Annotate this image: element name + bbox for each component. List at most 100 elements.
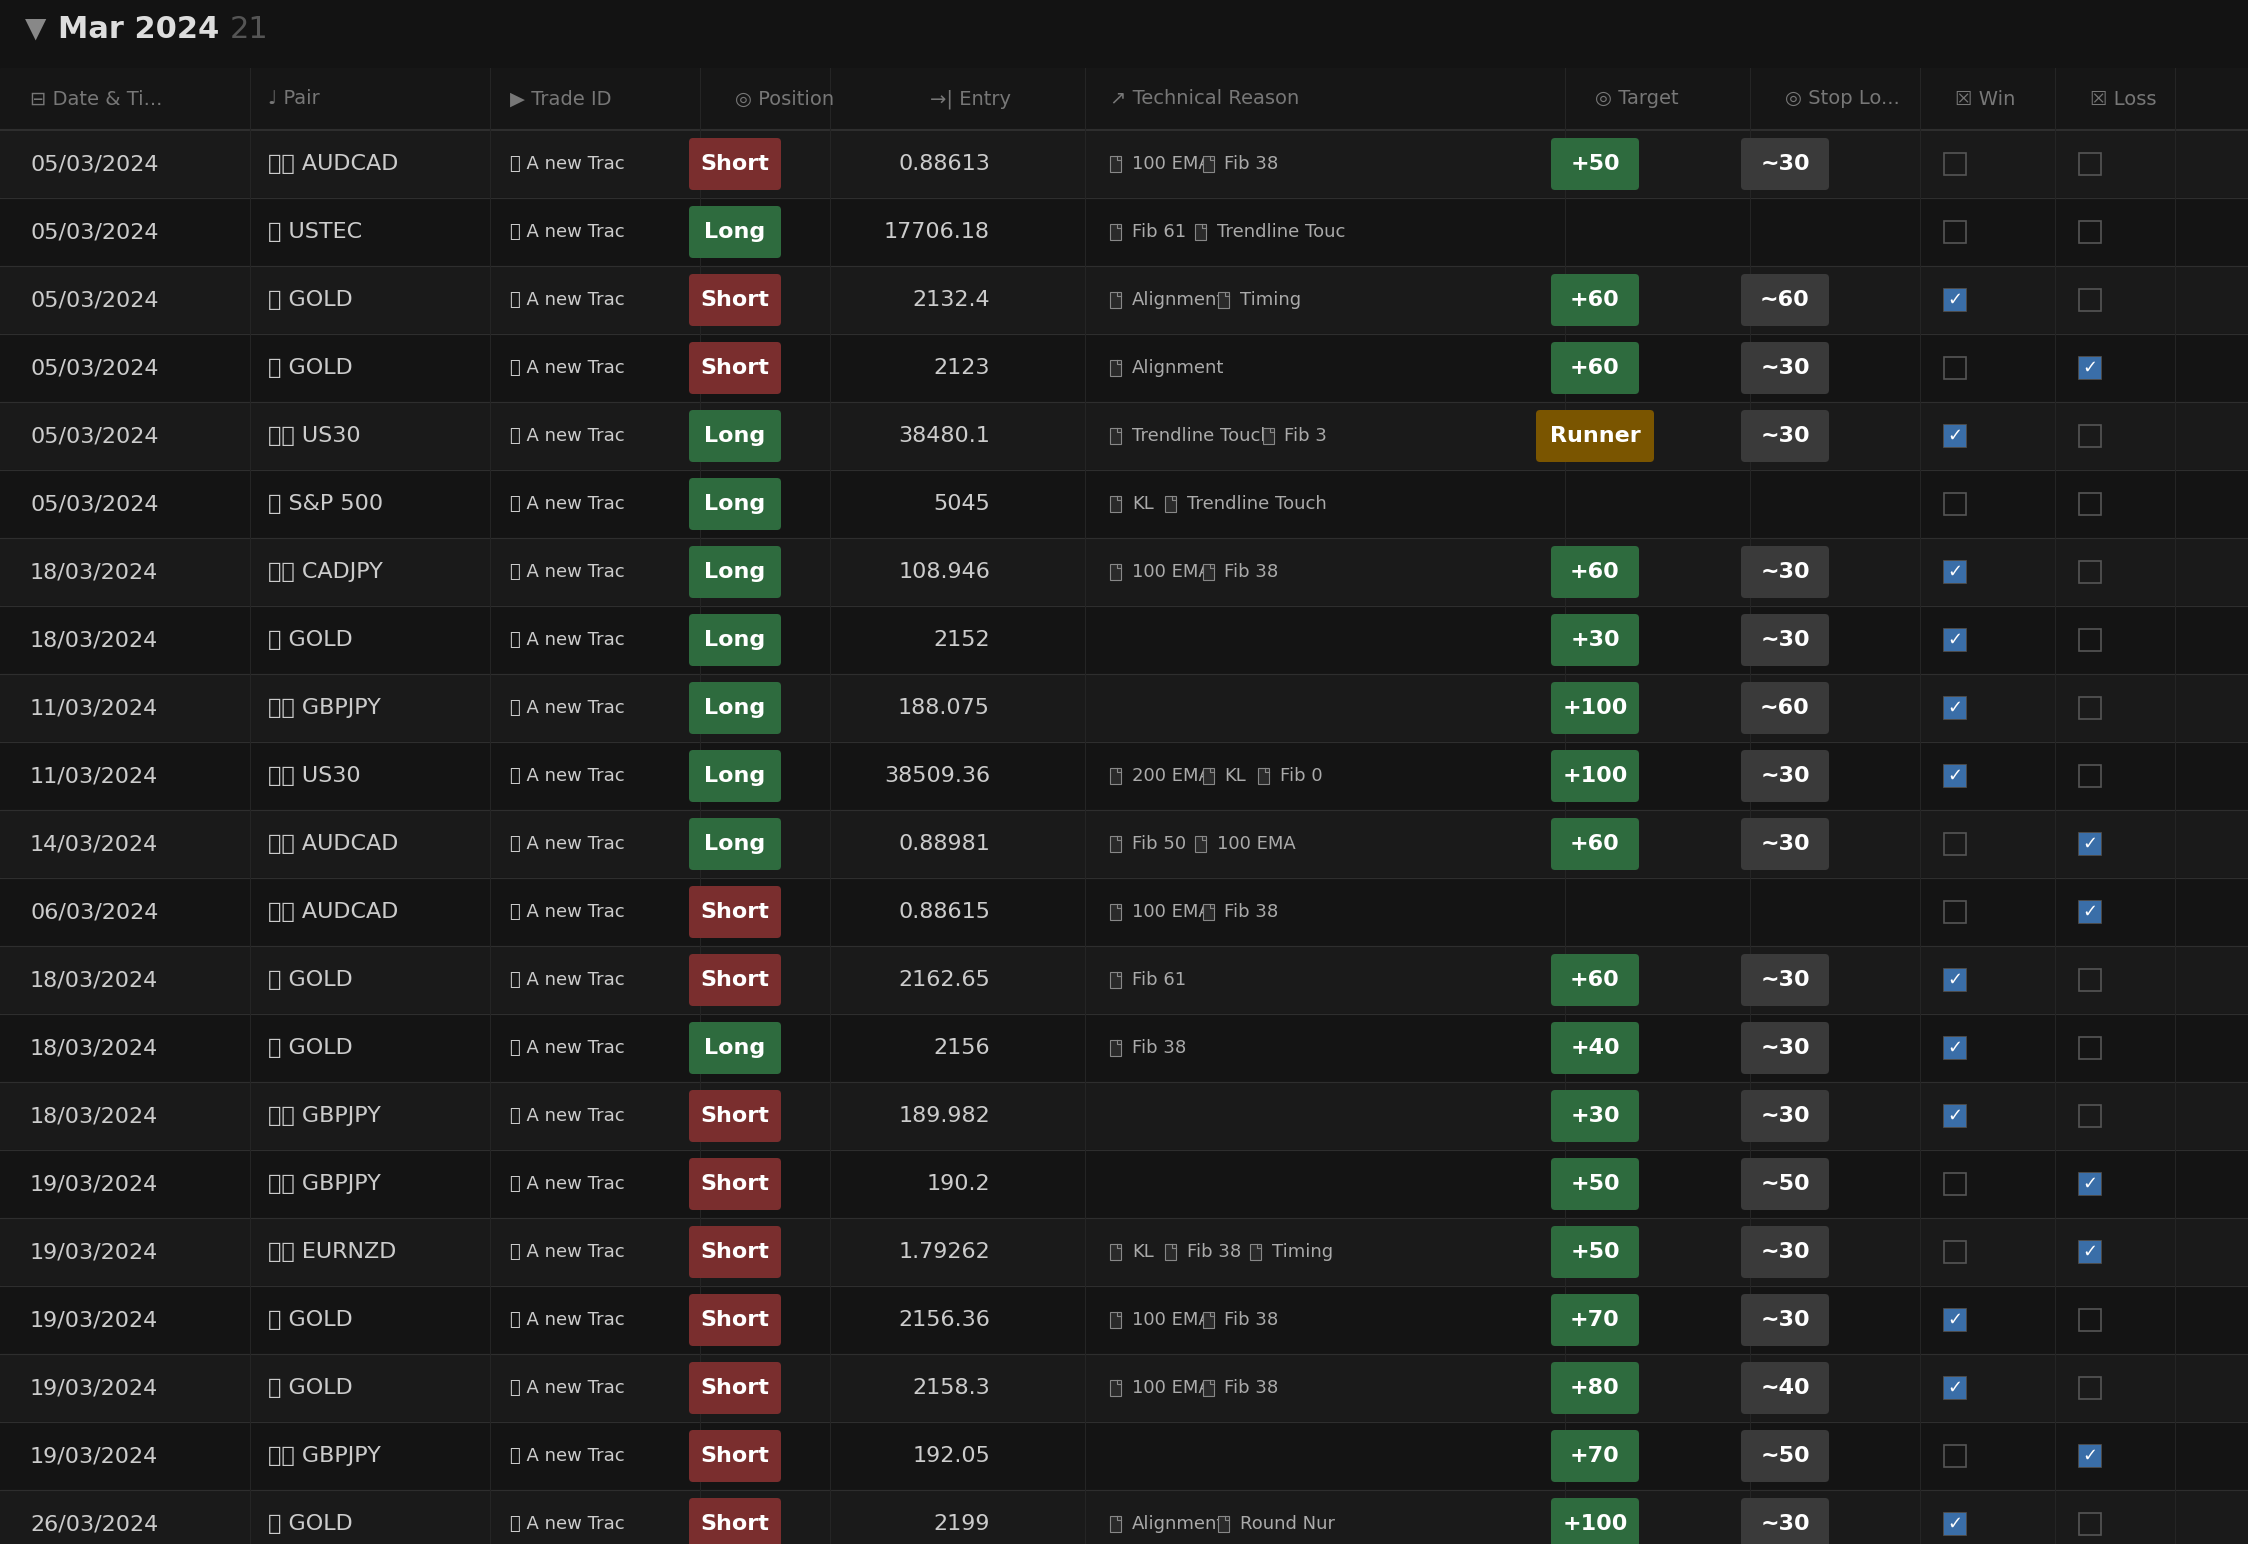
Text: +30: +30 [1569, 1106, 1621, 1126]
Bar [0, 1490, 2248, 1544]
Text: 05/03/2024: 05/03/2024 [29, 494, 160, 514]
Text: Runner: Runner [1549, 426, 1641, 446]
Text: 📊 A new Trac: 📊 A new Trac [510, 290, 625, 309]
Text: 19/03/2024: 19/03/2024 [29, 1241, 157, 1261]
FancyBboxPatch shape [2079, 834, 2102, 855]
Text: ◎ Target: ◎ Target [1596, 90, 1679, 108]
Text: ✓: ✓ [1947, 290, 1963, 309]
Text: 38480.1: 38480.1 [899, 426, 989, 446]
FancyBboxPatch shape [1551, 1362, 1639, 1414]
Text: 🇯🇵 GBPJPY: 🇯🇵 GBPJPY [268, 1173, 380, 1194]
FancyBboxPatch shape [1111, 428, 1122, 445]
Text: 188.075: 188.075 [897, 698, 989, 718]
FancyBboxPatch shape [1740, 818, 1830, 869]
Text: 05/03/2024: 05/03/2024 [29, 290, 160, 310]
Text: 🌑 GOLD: 🌑 GOLD [268, 1309, 353, 1329]
FancyBboxPatch shape [1740, 1362, 1830, 1414]
Bar [0, 946, 2248, 1014]
FancyBboxPatch shape [1551, 750, 1639, 801]
FancyBboxPatch shape [1740, 1158, 1830, 1210]
Text: Fib 38: Fib 38 [1133, 1039, 1187, 1058]
Bar [0, 68, 2248, 130]
FancyBboxPatch shape [688, 1430, 780, 1482]
Text: Short: Short [701, 1241, 769, 1261]
FancyBboxPatch shape [1740, 1090, 1830, 1143]
Text: 📊 A new Trac: 📊 A new Trac [510, 971, 625, 990]
FancyBboxPatch shape [688, 1294, 780, 1346]
FancyBboxPatch shape [1945, 970, 1967, 991]
FancyBboxPatch shape [1945, 696, 1967, 720]
FancyBboxPatch shape [1111, 903, 1122, 920]
Text: Short: Short [701, 902, 769, 922]
Text: 🌑 GOLD: 🌑 GOLD [268, 630, 353, 650]
Text: 🇯🇵 GBPJPY: 🇯🇵 GBPJPY [268, 1447, 380, 1465]
FancyBboxPatch shape [1945, 1513, 1967, 1535]
Text: ✓: ✓ [1947, 699, 1963, 716]
FancyBboxPatch shape [1551, 1498, 1639, 1544]
Text: Trendline Touc: Trendline Touc [1216, 222, 1344, 241]
FancyBboxPatch shape [688, 818, 780, 869]
Text: 📊 A new Trac: 📊 A new Trac [510, 1311, 625, 1329]
FancyBboxPatch shape [1740, 750, 1830, 801]
Text: 🇯🇵 GBPJPY: 🇯🇵 GBPJPY [268, 1106, 380, 1126]
Text: 2156.36: 2156.36 [899, 1309, 989, 1329]
FancyBboxPatch shape [1740, 682, 1830, 733]
FancyBboxPatch shape [1945, 764, 1967, 787]
Text: 📊 A new Trac: 📊 A new Trac [510, 767, 625, 784]
Text: 🇯🇵 CADJPY: 🇯🇵 CADJPY [268, 562, 382, 582]
Text: Fib 38: Fib 38 [1225, 564, 1279, 581]
Text: 05/03/2024: 05/03/2024 [29, 154, 160, 174]
Text: Fib 61: Fib 61 [1133, 222, 1187, 241]
Text: ~30: ~30 [1760, 834, 1810, 854]
Text: Long: Long [704, 766, 767, 786]
Bar [0, 1422, 2248, 1490]
Text: Round Nur: Round Nur [1239, 1515, 1335, 1533]
Text: 18/03/2024: 18/03/2024 [29, 630, 157, 650]
FancyBboxPatch shape [688, 750, 780, 801]
Text: 100 EMA: 100 EMA [1216, 835, 1295, 852]
FancyBboxPatch shape [1740, 954, 1830, 1007]
Bar [0, 537, 2248, 605]
FancyBboxPatch shape [1945, 1038, 1967, 1059]
Text: 🌑 GOLD: 🌑 GOLD [268, 1377, 353, 1397]
Text: ~30: ~30 [1760, 1309, 1810, 1329]
FancyBboxPatch shape [1196, 224, 1207, 239]
Text: ↗ Technical Reason: ↗ Technical Reason [1111, 90, 1299, 108]
Text: 0.88981: 0.88981 [899, 834, 989, 854]
FancyBboxPatch shape [1218, 1516, 1230, 1532]
Text: 19/03/2024: 19/03/2024 [29, 1309, 157, 1329]
FancyBboxPatch shape [1263, 428, 1275, 445]
FancyBboxPatch shape [1551, 1090, 1639, 1143]
Text: 📊 A new Trac: 📊 A new Trac [510, 699, 625, 716]
FancyBboxPatch shape [2079, 1173, 2102, 1195]
FancyBboxPatch shape [1945, 560, 1967, 584]
Text: 📊 A new Trac: 📊 A new Trac [510, 1447, 625, 1465]
FancyBboxPatch shape [1250, 1244, 1261, 1260]
Text: 19/03/2024: 19/03/2024 [29, 1173, 157, 1194]
FancyBboxPatch shape [1551, 818, 1639, 869]
FancyBboxPatch shape [1111, 156, 1122, 171]
FancyBboxPatch shape [1111, 1516, 1122, 1532]
Text: ~30: ~30 [1760, 1038, 1810, 1058]
Text: ~30: ~30 [1760, 970, 1810, 990]
Text: 19/03/2024: 19/03/2024 [29, 1377, 157, 1397]
Text: 📊 A new Trac: 📊 A new Trac [510, 1039, 625, 1058]
FancyBboxPatch shape [1111, 835, 1122, 852]
FancyBboxPatch shape [1740, 1294, 1830, 1346]
FancyBboxPatch shape [1945, 628, 1967, 652]
FancyBboxPatch shape [1551, 273, 1639, 326]
Text: Fib 38: Fib 38 [1225, 903, 1279, 922]
Text: +60: +60 [1569, 970, 1621, 990]
Text: ✓: ✓ [2082, 903, 2097, 922]
Text: Long: Long [704, 630, 767, 650]
Text: 📊 A new Trac: 📊 A new Trac [510, 903, 625, 922]
Text: 2132.4: 2132.4 [913, 290, 989, 310]
Text: 100 EMA: 100 EMA [1133, 903, 1212, 922]
Text: Fib 38: Fib 38 [1187, 1243, 1241, 1261]
Text: 14/03/2024: 14/03/2024 [29, 834, 157, 854]
Text: Short: Short [701, 1106, 769, 1126]
Text: +100: +100 [1562, 698, 1628, 718]
Text: Alignment: Alignment [1133, 360, 1225, 377]
FancyBboxPatch shape [1551, 137, 1639, 190]
Text: Short: Short [701, 1309, 769, 1329]
